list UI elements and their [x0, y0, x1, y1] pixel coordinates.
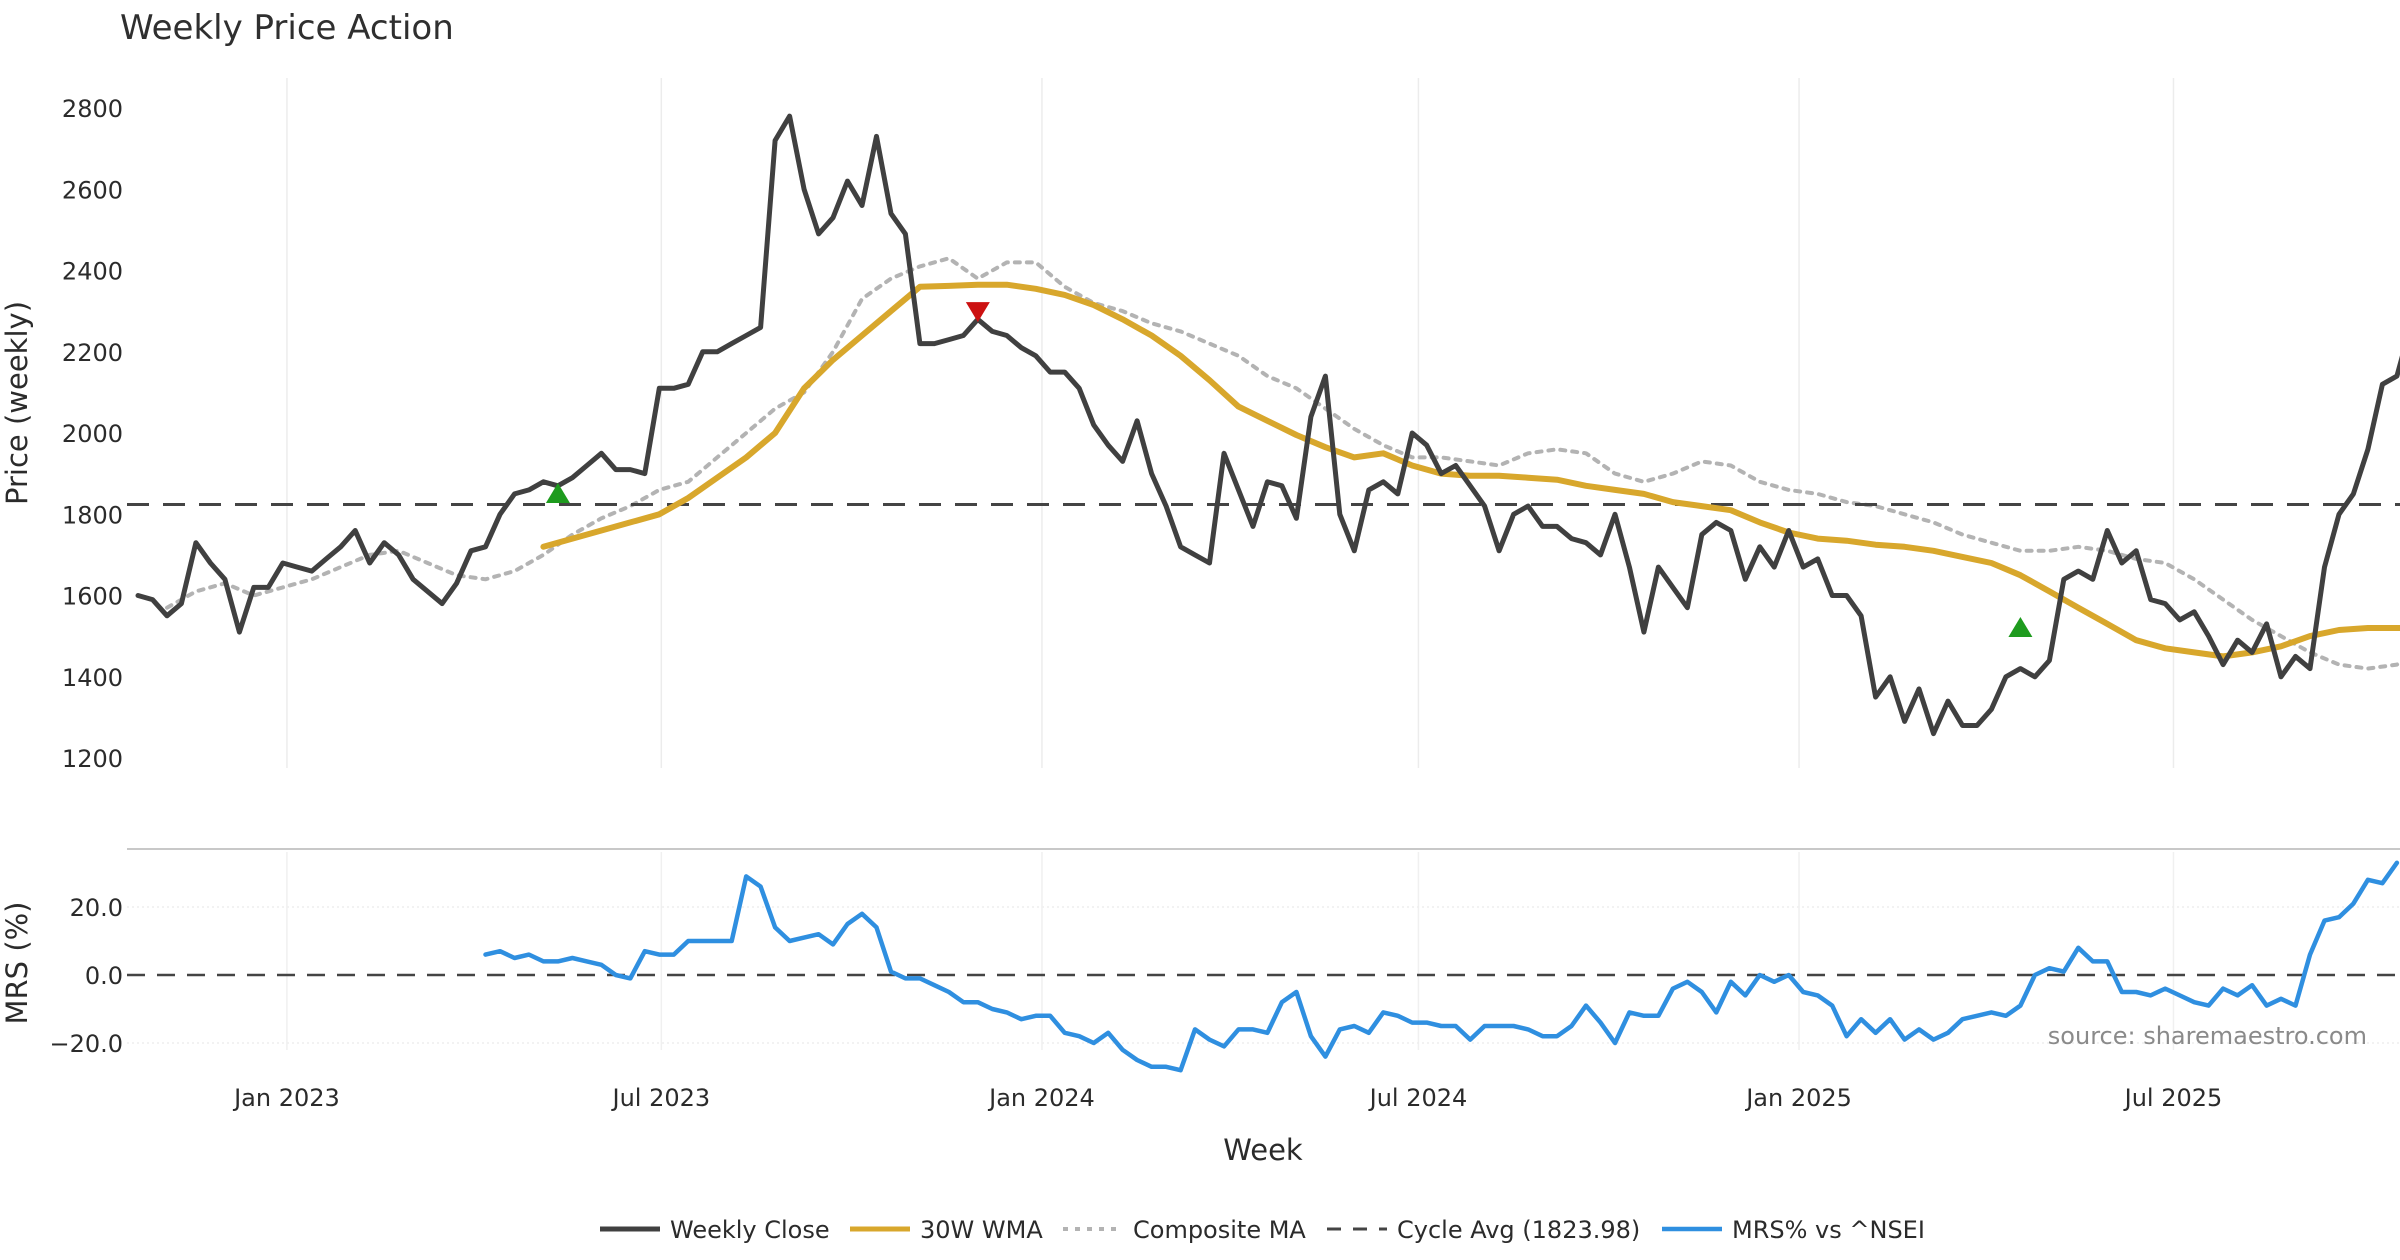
comp-legend-label: Composite MA [1133, 1216, 1306, 1244]
x-axis-label: Week [1223, 1133, 1303, 1167]
price-y-tick-label: 2800 [62, 95, 123, 123]
price-y-tick-label: 2000 [62, 420, 123, 448]
x-axis: Jan 2023 Jul 2023 Jan 2024 Jul 2024 Jan 2025… [232, 1084, 2222, 1112]
x-tick-label: Jul 2023 [611, 1084, 711, 1112]
mrs-y-tick-label: −20.0 [49, 1030, 123, 1058]
series-layer [127, 113, 2400, 1073]
price-grid [286, 78, 2175, 768]
price-y-tick-label: 2200 [62, 339, 123, 367]
mrs-y-axis-label: MRS (%) [0, 902, 34, 1025]
mrs-grid [127, 852, 2400, 1050]
buy-signal-marker [2008, 617, 2033, 637]
price-y-tick-label: 1200 [62, 745, 123, 773]
close-series-line [135, 113, 2400, 737]
price-y-tick-label: 1800 [62, 501, 123, 529]
mrs-legend-label: MRS% vs ^NSEI [1732, 1216, 1925, 1244]
price-y-tick-label: 2400 [62, 258, 123, 286]
x-tick-label: Jul 2024 [1368, 1084, 1468, 1112]
wma-legend-label: 30W WMA [920, 1216, 1043, 1244]
mrs-y-tick-label: 0.0 [85, 962, 123, 990]
mrs-y-axis: −20.0 0.0 20.0 [49, 894, 123, 1058]
mrs-series-line [483, 860, 2400, 1073]
comp-series-line [165, 256, 2400, 671]
price-y-axis-label: Price (weekly) [0, 301, 34, 505]
signal-markers [545, 302, 2033, 637]
sell-signal-marker [965, 302, 990, 323]
cycle-legend-label: Cycle Avg (1823.98) [1397, 1216, 1640, 1244]
x-tick-label: Jan 2025 [1744, 1084, 1852, 1112]
legend: Weekly Close 30W WMA Composite MA Cycle Avg… [600, 1216, 1925, 1244]
close-legend-label: Weekly Close [670, 1216, 830, 1244]
price-y-tick-label: 1400 [62, 664, 123, 692]
price-y-axis: 1200 1400 1600 1800 2000 2200 2400 2600 2800 [62, 95, 123, 773]
price-y-tick-label: 1600 [62, 583, 123, 611]
x-tick-label: Jul 2025 [2123, 1084, 2223, 1112]
x-tick-label: Jan 2023 [232, 1084, 340, 1112]
mrs-y-tick-label: 20.0 [70, 894, 123, 922]
wma-series-line [540, 281, 2400, 660]
buy-signal-marker [545, 482, 570, 503]
price-y-tick-label: 2600 [62, 176, 123, 204]
chart-title: Weekly Price Action [120, 8, 454, 48]
x-tick-label: Jan 2024 [987, 1084, 1095, 1112]
source-note: source: sharemaestro.com [2048, 1022, 2367, 1050]
